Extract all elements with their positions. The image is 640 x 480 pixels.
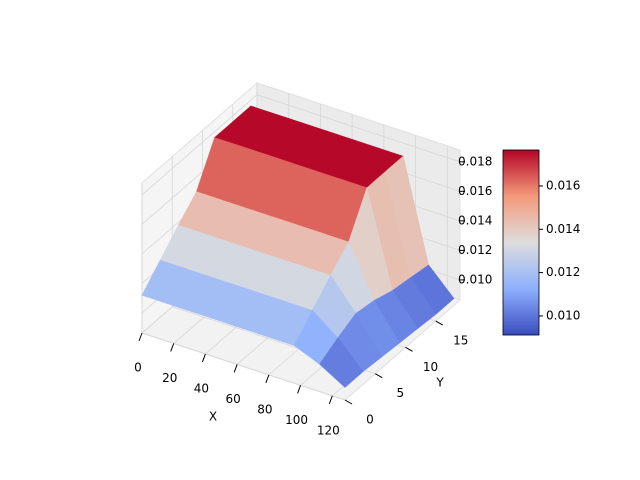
x-tick-label: 120 <box>317 423 340 437</box>
x-tick <box>297 385 302 394</box>
grid-line <box>141 94 258 196</box>
x-tick <box>265 374 270 384</box>
z-tick-label: 0.016 <box>458 184 492 198</box>
x-tick <box>201 353 206 363</box>
surface <box>141 105 455 388</box>
colorbar-tick-label: 0.014 <box>546 222 580 236</box>
x-tick-label: 80 <box>257 402 272 416</box>
x-tick <box>328 395 333 404</box>
z-tick-label: 0.012 <box>458 243 492 257</box>
z-tick-label: 0.018 <box>458 154 492 168</box>
x-tick <box>170 343 175 352</box>
y-axis-label: Y <box>435 376 444 390</box>
y-tick <box>405 346 413 352</box>
x-tick-label: 100 <box>285 413 308 427</box>
grid-line <box>256 94 461 163</box>
z-tick-label: 0.010 <box>458 272 492 286</box>
colorbar-tick-label: 0.016 <box>546 178 580 192</box>
x-tick-label: 60 <box>226 392 241 406</box>
y-tick-label: 10 <box>423 360 438 374</box>
colorbar-tick-label: 0.012 <box>546 265 580 279</box>
y-tick-label: 15 <box>453 334 468 348</box>
x-tick <box>233 364 238 373</box>
y-tick-label: 5 <box>396 386 404 400</box>
x-tick <box>138 332 143 342</box>
surface-cell <box>319 337 364 388</box>
colorbar-tick-label: 0.010 <box>546 308 580 322</box>
x-tick-label: 20 <box>162 371 177 385</box>
y-tick-label: 0 <box>366 413 374 427</box>
x-tick-label: 40 <box>194 381 209 395</box>
y-tick <box>435 320 444 326</box>
z-tick-label: 0.014 <box>458 213 492 227</box>
x-tick-label: 0 <box>134 361 142 375</box>
grid-line <box>141 332 346 401</box>
colorbar <box>502 149 540 336</box>
x-axis-label: X <box>209 410 217 424</box>
y-tick <box>344 399 353 405</box>
y-tick <box>375 373 383 379</box>
